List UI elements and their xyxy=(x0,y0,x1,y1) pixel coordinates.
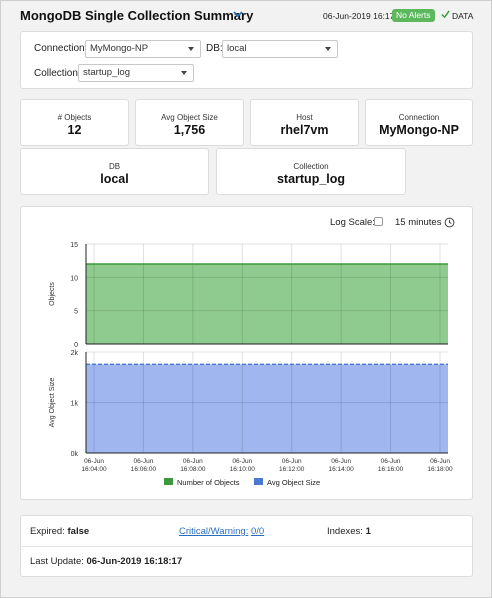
x-tick-label: 06-Jun xyxy=(430,458,450,465)
check-icon xyxy=(441,10,450,19)
x-tick-label: 06-Jun xyxy=(331,458,351,465)
series-area xyxy=(86,264,448,344)
kpi-label: Avg Object Size xyxy=(161,113,218,122)
collection-select[interactable]: startup_log xyxy=(78,64,194,82)
data-status-label: DATA xyxy=(452,11,474,21)
db-label: DB: xyxy=(206,43,223,54)
y-tick-label: 5 xyxy=(74,309,78,316)
expired-field: Expired: false xyxy=(30,526,89,537)
indexes-field: Indexes: 1 xyxy=(327,526,371,537)
x-tick-label: 06-Jun xyxy=(84,458,104,465)
log-scale-label: Log Scale: xyxy=(330,217,375,228)
kpi-collection: Collection startup_log xyxy=(216,148,406,195)
x-tick-label: 06-Jun xyxy=(133,458,153,465)
x-tick-label: 16:18:00 xyxy=(427,466,453,473)
y-tick-label: 15 xyxy=(70,242,78,249)
kpi-label: DB xyxy=(108,162,121,171)
caret-down-icon xyxy=(325,47,331,51)
log-scale-checkbox[interactable] xyxy=(374,217,383,226)
expired-value: false xyxy=(67,526,90,537)
kpi-label: # Objects xyxy=(57,113,92,122)
kpi-value: startup_log xyxy=(276,172,346,186)
y-tick-label: 1k xyxy=(71,401,79,408)
kpi-value: MyMongo-NP xyxy=(379,123,459,137)
kpi-label: Host xyxy=(296,113,313,122)
page-title: MongoDB Single Collection Summary xyxy=(20,8,254,23)
last-update-value: 06-Jun-2019 16:18:17 xyxy=(86,556,183,567)
x-tick-label: 16:16:00 xyxy=(378,466,404,473)
x-tick-label: 16:12:00 xyxy=(279,466,305,473)
critical-warning-field[interactable]: Critical/Warning: 0/0 xyxy=(179,526,264,537)
y-tick-label: 0 xyxy=(74,342,78,349)
expired-label: Expired: xyxy=(30,526,65,537)
legend-swatch xyxy=(164,478,173,485)
kpi-value: 12 xyxy=(67,123,82,137)
trend-chart-panel: Log Scale: 15 minutes 0 5 10 15 Objects 0k 1k 2… xyxy=(20,206,473,500)
caret-down-icon xyxy=(188,47,194,51)
legend-label: Avg Object Size xyxy=(267,478,320,487)
collection-select-value: startup_log xyxy=(83,67,131,78)
clock-icon[interactable] xyxy=(444,217,455,228)
db-select[interactable]: local xyxy=(222,40,338,58)
x-tick-label: 16:14:00 xyxy=(328,466,354,473)
summary-footer: Expired: false Critical/Warning: 0/0 Ind… xyxy=(20,515,473,577)
legend-swatch xyxy=(254,478,263,485)
series-area xyxy=(86,364,448,453)
last-update-field: Last Update: 06-Jun-2019 16:18:17 xyxy=(30,556,182,567)
x-tick-label: 06-Jun xyxy=(183,458,203,465)
time-range-label: 15 minutes xyxy=(395,217,442,228)
kpi-db: DB local xyxy=(20,148,209,195)
y-tick-label: 2k xyxy=(71,350,79,357)
connection-label: Connection: xyxy=(34,43,88,54)
kpi-label: Collection xyxy=(293,162,329,171)
kpi-avg-object-size: Avg Object Size 1,756 xyxy=(135,99,244,146)
critical-warning-link[interactable]: Critical/Warning: xyxy=(179,526,249,537)
kpi-objects: # Objects 12 xyxy=(20,99,129,146)
critical-warning-value[interactable]: 0/0 xyxy=(250,526,265,537)
kpi-value: rhel7vm xyxy=(280,123,329,137)
y-tick-label: 10 xyxy=(70,275,78,282)
kpi-host: Host rhel7vm xyxy=(250,99,359,146)
indexes-value: 1 xyxy=(365,526,371,537)
x-tick-label: 06-Jun xyxy=(232,458,252,465)
y-axis-label: Objects xyxy=(49,282,56,306)
last-update-label: Last Update: xyxy=(30,556,84,567)
footer-divider xyxy=(21,546,472,547)
indexes-label: Indexes: xyxy=(327,526,363,537)
connection-select-value: MyMongo-NP xyxy=(90,43,149,54)
kpi-value: 1,756 xyxy=(173,123,206,137)
legend-label: Number of Objects xyxy=(177,478,240,487)
db-select-value: local xyxy=(227,43,247,54)
connection-select[interactable]: MyMongo-NP xyxy=(85,40,201,58)
x-tick-label: 06-Jun xyxy=(381,458,401,465)
caret-down-icon xyxy=(181,71,187,75)
x-tick-label: 16:10:00 xyxy=(230,466,256,473)
x-tick-label: 06-Jun xyxy=(282,458,302,465)
header-bar: MongoDB Single Collection Summary 06-Jun… xyxy=(1,1,491,29)
y-tick-label: 0k xyxy=(71,451,79,458)
alert-status-badge: No Alerts xyxy=(392,9,435,22)
header-timestamp: 06-Jun-2019 16:17 xyxy=(323,11,395,21)
x-tick-label: 16:06:00 xyxy=(131,466,157,473)
x-tick-label: 16:08:00 xyxy=(180,466,206,473)
kpi-value: local xyxy=(100,172,129,186)
filter-panel: Connection: MyMongo-NP DB: local Collect… xyxy=(20,31,473,89)
y-axis-label: Avg Object Size xyxy=(49,378,56,428)
trend-chart: 0 5 10 15 Objects 0k 1k 2k Avg Object Size 06-Jun… xyxy=(49,242,453,487)
x-tick-label: 16:04:00 xyxy=(81,466,107,473)
kpi-label: Connection xyxy=(398,113,440,122)
collection-label: Collection: xyxy=(34,68,81,79)
kpi-connection: Connection MyMongo-NP xyxy=(365,99,473,146)
chevron-down-icon[interactable] xyxy=(233,10,243,18)
